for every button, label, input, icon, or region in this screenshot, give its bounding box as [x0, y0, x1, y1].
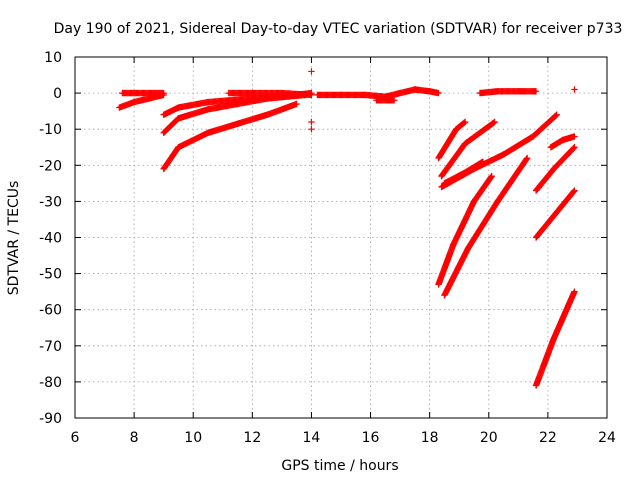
x-tick-label: 14	[303, 430, 321, 446]
data-point-marker	[490, 119, 498, 126]
y-tick-label: -30	[39, 194, 62, 210]
data-track	[119, 89, 167, 97]
data-point-marker	[160, 89, 167, 97]
data-point-marker	[435, 89, 442, 97]
data-track	[441, 154, 531, 299]
data-track	[532, 187, 578, 241]
grid-lines	[75, 57, 607, 418]
x-tick-label: 22	[539, 430, 557, 446]
data-point-marker	[552, 112, 560, 119]
data-point-marker	[487, 173, 495, 181]
data-point-marker	[488, 172, 495, 180]
y-tick-label: -80	[39, 375, 62, 391]
data-track	[314, 86, 442, 100]
x-tick-label: 18	[421, 430, 439, 446]
data-point-marker	[571, 144, 578, 151]
data-point-marker	[524, 154, 531, 162]
x-tick-label: 12	[243, 430, 261, 446]
data-track	[373, 97, 398, 104]
y-tick-label: -90	[39, 411, 62, 427]
x-tick-label: 24	[598, 430, 616, 446]
data-point-marker	[461, 118, 469, 126]
data-track	[441, 158, 487, 187]
data-point-marker	[553, 111, 560, 118]
data-point-marker	[479, 158, 487, 165]
data-point-marker	[308, 91, 315, 99]
y-tick-label: -20	[39, 158, 62, 174]
data-track	[532, 144, 578, 194]
data-point-marker	[491, 118, 498, 126]
data-track	[438, 118, 498, 180]
y-tick-label: -70	[39, 339, 62, 355]
y-tick-label: -40	[39, 231, 62, 247]
data-point-marker	[570, 144, 577, 152]
data-point-marker	[532, 88, 540, 95]
x-tick-label: 8	[130, 430, 139, 446]
data-point-marker	[570, 188, 577, 195]
data-point-marker	[308, 118, 315, 126]
y-axis-label: SDTVAR / TECUs	[6, 181, 22, 296]
data-point-marker	[523, 155, 530, 163]
y-tick-label: -10	[39, 122, 62, 138]
chart-title: Day 190 of 2021, Sidereal Day-to-day VTE…	[54, 21, 623, 37]
data-point-marker	[571, 187, 578, 194]
data-point-marker	[308, 126, 315, 133]
y-tick-label: -60	[39, 303, 62, 319]
data-track	[435, 172, 495, 288]
data-track	[532, 288, 578, 389]
data-point-marker	[571, 133, 578, 140]
x-tick-label: 16	[362, 430, 380, 446]
x-tick-label: 20	[480, 430, 498, 446]
data-track	[435, 118, 469, 162]
data-series	[116, 68, 578, 389]
y-tick-label: 0	[53, 86, 62, 102]
y-tick-label: -50	[39, 267, 62, 283]
data-track	[160, 100, 300, 173]
x-tick-label: 10	[184, 430, 202, 446]
data-point-marker	[391, 97, 398, 104]
data-track	[547, 133, 578, 151]
plot-frame	[74, 56, 608, 419]
data-point-marker	[293, 100, 300, 108]
x-axis-label: GPS time / hours	[281, 458, 398, 474]
data-point-marker	[571, 86, 578, 93]
data-track	[225, 89, 315, 99]
data-point-marker	[461, 119, 468, 126]
data-point-marker	[571, 288, 578, 295]
x-tick-label: 6	[71, 430, 80, 446]
data-point-marker	[308, 68, 315, 75]
y-tick-label: 10	[44, 50, 62, 66]
axis-ticks: 6 8 10 12 14 16 18 20 22 24 10 0 -10 -20 -30 -40 -50 -60 -…	[39, 50, 616, 446]
data-track	[476, 88, 540, 97]
